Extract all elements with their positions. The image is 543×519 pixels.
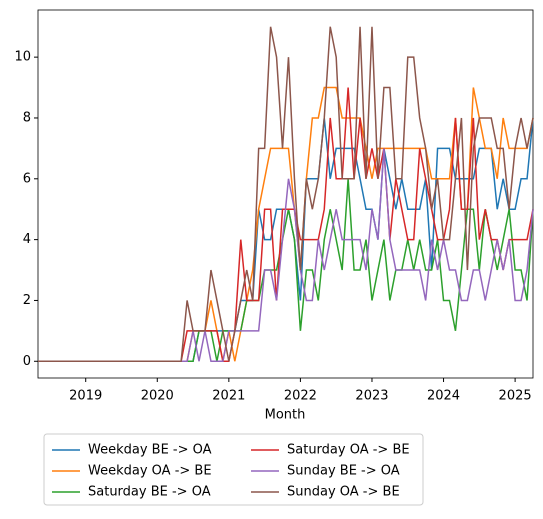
y-tick-label: 8 [23,110,31,125]
y-tick-label: 10 [14,50,31,65]
y-tick-label: 6 [23,171,31,186]
series-line [38,26,534,363]
x-tick-label: 2023 [355,389,388,404]
y-tick-label: 2 [23,293,31,308]
x-axis-label: Month [265,408,306,423]
legend-label: Saturday OA -> BE [287,443,410,458]
legend-label: Sunday OA -> BE [287,485,400,500]
plot-frame [37,9,534,379]
x-tick-label: 2022 [284,389,317,404]
series-line [38,148,534,363]
x-tick-label: 2021 [212,389,245,404]
legend-label: Weekday BE -> OA [88,443,212,458]
legend-label: Weekday OA -> BE [88,464,212,479]
x-tick-label: 2024 [427,389,460,404]
y-tick-label: 0 [23,354,31,369]
x-tick-label: 2020 [141,389,174,404]
x-tick-label: 2019 [69,389,102,404]
legend-label: Saturday BE -> OA [88,485,211,500]
y-tick-label: 4 [23,232,31,247]
x-tick-label: 2025 [499,389,532,404]
legend-label: Sunday BE -> OA [287,464,400,479]
series-line [38,117,534,363]
legend-box [43,433,424,506]
